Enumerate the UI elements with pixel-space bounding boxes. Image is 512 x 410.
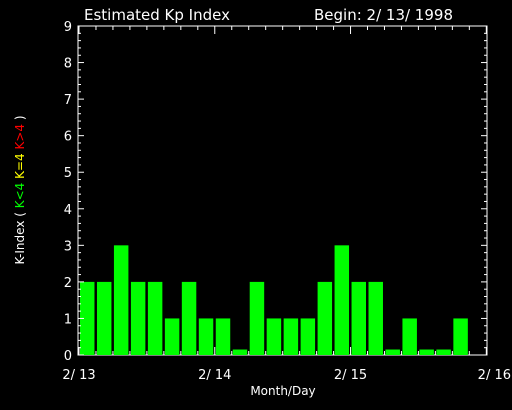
bar-9 [232, 349, 248, 355]
y-tick-label-2: 2 [64, 276, 72, 291]
bar-13 [300, 318, 316, 355]
bar-6 [181, 281, 197, 355]
x-axis-label: Month/Day [250, 384, 315, 398]
y-tick-label-7: 7 [64, 93, 72, 108]
bar-17 [368, 281, 383, 355]
y-label-part-1: K<4 [13, 183, 27, 212]
bar-8 [215, 318, 231, 355]
y-tick-label-4: 4 [64, 203, 72, 218]
y-label-part-3: K>4 [13, 124, 27, 153]
chart-title: Estimated Kp Index [84, 6, 230, 24]
bar-16 [351, 281, 367, 355]
x-tick-label-2: 2/ 15 [334, 368, 367, 383]
bar-11 [266, 318, 282, 355]
y-tick-label-3: 3 [64, 239, 72, 254]
y-tick-label-6: 6 [64, 130, 72, 145]
y-axis-label: K-Index ( K<4 K=4 K>4 ) [13, 115, 27, 264]
bar-22 [453, 318, 468, 355]
bars-group [80, 245, 468, 355]
bar-4 [147, 281, 163, 355]
bar-12 [283, 318, 299, 355]
x-tick-label-3: 2/ 16 [478, 368, 511, 383]
bar-2 [113, 245, 129, 355]
bar-0 [80, 281, 95, 355]
x-tick-label-0: 2/ 13 [62, 368, 95, 383]
bar-1 [96, 281, 112, 355]
y-label-part-0: K-Index ( [13, 212, 27, 264]
bar-14 [317, 281, 333, 355]
bar-21 [436, 349, 451, 355]
chart-subtitle: Begin: 2/ 13/ 1998 [314, 6, 453, 24]
bar-10 [249, 281, 265, 355]
y-tick-label-1: 1 [64, 312, 72, 327]
bar-18 [385, 349, 400, 355]
bar-3 [130, 281, 146, 355]
y-tick-label-8: 8 [64, 57, 72, 72]
y-tick-label-0: 0 [64, 349, 72, 364]
y-tick-label-5: 5 [64, 166, 72, 181]
bar-20 [419, 349, 434, 355]
x-axis: 2/ 13 2/ 14 2/ 15 2/ 16 [62, 26, 511, 383]
x-tick-label-1: 2/ 14 [198, 368, 231, 383]
bar-7 [198, 318, 214, 355]
y-tick-label-9: 9 [64, 20, 72, 35]
bar-5 [164, 318, 180, 355]
bar-19 [402, 318, 417, 355]
bar-15 [334, 245, 350, 355]
y-label-part-2: K=4 [13, 153, 27, 182]
y-axis: 0 1 2 3 4 5 6 7 8 9 [64, 20, 487, 364]
y-label-part-4: ) [13, 115, 27, 124]
